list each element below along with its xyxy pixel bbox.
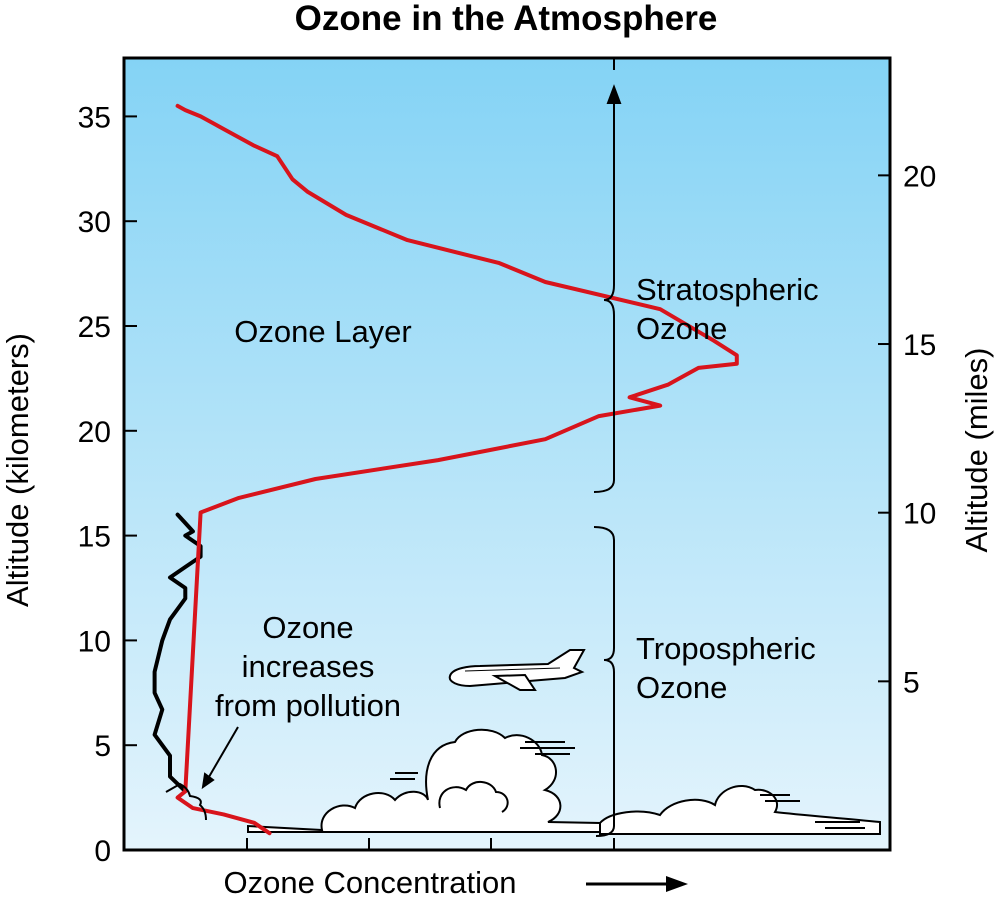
y-tick-left-label: 30 — [78, 206, 111, 239]
cloud-illustration — [247, 728, 881, 835]
y-axis-left: 0 5 10 15 20 25 30 35 — [78, 101, 137, 868]
trop-label-line1: Tropospheric — [636, 631, 816, 666]
x-axis-label: Ozone Concentration — [224, 865, 517, 900]
y-axis-right-label: Altitude (miles) — [959, 348, 994, 553]
pollution-label-line3: from pollution — [215, 688, 401, 723]
y-tick-left-label: 15 — [78, 521, 111, 554]
tropospheric-ozone-line — [152, 512, 203, 794]
y-tick-left-label: 25 — [78, 311, 111, 344]
airplane-icon — [448, 649, 586, 691]
strat-label-line1: Stratospheric — [636, 272, 819, 307]
y-tick-right-label: 20 — [903, 160, 936, 193]
y-tick-left-label: 35 — [78, 101, 111, 134]
y-tick-left-label: 5 — [94, 730, 111, 763]
tropospheric-bracket — [593, 526, 615, 837]
stratospheric-bracket — [593, 84, 622, 493]
strat-label-line2: Ozone — [636, 311, 727, 346]
y-tick-left-label: 20 — [78, 416, 111, 449]
y-tick-left-label: 0 — [94, 835, 111, 868]
ozone-layer-label: Ozone Layer — [234, 314, 412, 349]
pollution-label-line2: increases — [242, 649, 375, 684]
pollution-pointer — [165, 726, 239, 821]
y-tick-right-label: 5 — [903, 666, 920, 699]
x-axis-arrow-icon — [586, 876, 688, 892]
y-tick-left-label: 10 — [78, 625, 111, 658]
series-layer — [152, 103, 739, 836]
y-axis-right: 5 10 15 20 — [878, 160, 936, 699]
trop-label-line2: Ozone — [636, 670, 727, 705]
y-tick-right-label: 15 — [903, 329, 936, 362]
stratospheric-ozone-line — [175, 103, 739, 836]
y-tick-right-label: 10 — [903, 498, 936, 531]
y-axis-left-label: Altitude (kilometers) — [0, 333, 35, 607]
cloud-wind-lines — [390, 741, 865, 829]
plot-area — [122, 56, 892, 852]
x-axis-ticks — [246, 58, 615, 850]
pollution-label-line1: Ozone — [262, 610, 353, 645]
chart-title: Ozone in the Atmosphere — [295, 0, 718, 38]
